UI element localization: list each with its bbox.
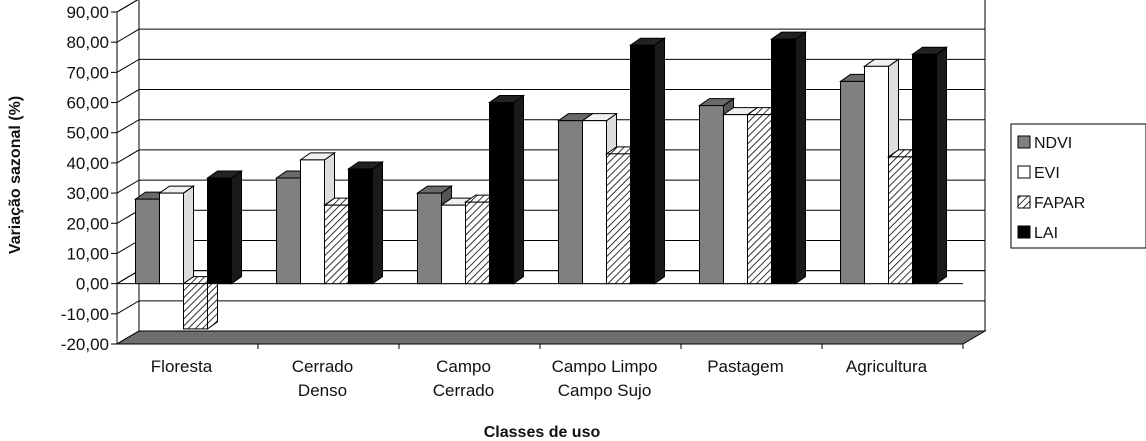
y-tick-label: 60,00 xyxy=(66,94,109,113)
legend: NDVI EVI FAPAR LAI xyxy=(1010,123,1146,249)
category-label: Campo Sujo xyxy=(558,381,652,400)
category-label: Floresta xyxy=(151,357,213,376)
legend-label: FAPAR xyxy=(1034,195,1085,212)
side-wall xyxy=(116,0,140,345)
y-axis-title: Variação sazonal (%) xyxy=(7,96,24,254)
bar-lai xyxy=(205,170,244,285)
y-tick-label: 40,00 xyxy=(66,154,109,173)
bar-fapar xyxy=(181,275,220,330)
category-label: Denso xyxy=(298,381,347,400)
y-tick-label: 90,00 xyxy=(66,3,109,22)
bars xyxy=(133,31,949,330)
bar-lai xyxy=(910,46,949,285)
legend-swatch xyxy=(1017,165,1031,179)
y-tick-label: 20,00 xyxy=(66,214,109,233)
legend-swatch xyxy=(1017,225,1031,239)
y-tick-label: 50,00 xyxy=(66,124,109,143)
y-tick-label: 70,00 xyxy=(66,63,109,82)
y-tick-label: -10,00 xyxy=(61,305,109,324)
gridline xyxy=(116,0,139,13)
category-label: Cerrado xyxy=(433,381,494,400)
bar-evi xyxy=(157,185,196,285)
category-label: Campo Limpo xyxy=(552,357,658,376)
bar-lai xyxy=(346,160,385,285)
bar-lai xyxy=(487,94,526,285)
floor xyxy=(115,330,987,345)
y-tick-label: 80,00 xyxy=(66,33,109,52)
legend-swatch xyxy=(1017,135,1031,149)
category-label: Agricultura xyxy=(846,357,928,376)
y-tick-label: 10,00 xyxy=(66,244,109,263)
y-tick-label: -20,00 xyxy=(61,335,109,354)
gridline xyxy=(116,58,985,73)
category-label: Pastagem xyxy=(707,357,784,376)
axis-labels: Variação sazonal (%) Classes de uso 90,0… xyxy=(7,3,928,441)
gridline xyxy=(116,300,985,315)
legend-swatch xyxy=(1017,195,1031,209)
legend-label: NDVI xyxy=(1034,135,1072,152)
gridline xyxy=(116,28,985,43)
category-label: Cerrado xyxy=(292,357,353,376)
y-tick-label: 0,00 xyxy=(76,275,109,294)
category-label: Campo xyxy=(436,357,491,376)
gridline xyxy=(116,89,985,103)
legend-label: LAI xyxy=(1034,225,1058,242)
x-axis-title: Classes de uso xyxy=(484,424,601,441)
legend-label: EVI xyxy=(1034,165,1060,182)
bar-lai xyxy=(628,37,667,285)
bar-lai xyxy=(769,31,808,285)
y-tick-label: 30,00 xyxy=(66,184,109,203)
legend-box xyxy=(1010,123,1146,249)
